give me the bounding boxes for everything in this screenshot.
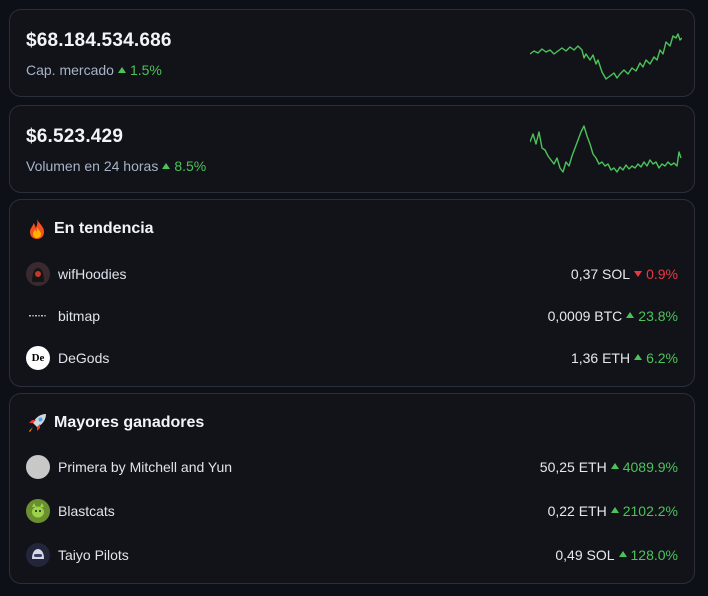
trending-row-degods[interactable]: De DeGods 1,36 ETH 6.2% xyxy=(26,345,678,371)
wifhoodies-avatar xyxy=(26,262,50,286)
gainer-item-change: 4089.9% xyxy=(622,459,678,475)
triangle-down-icon xyxy=(634,270,643,277)
blastcats-avatar xyxy=(26,499,50,523)
trending-item-name: DeGods xyxy=(58,350,110,366)
volume-sparkline xyxy=(530,125,682,173)
volume-subline: Volumen en 24 horas 8.5% xyxy=(26,158,206,174)
fire-icon xyxy=(30,219,44,239)
gainer-row-primera[interactable]: Primera by Mitchell and Yun 50,25 ETH 408… xyxy=(26,454,678,480)
volume-label: Volumen en 24 horas xyxy=(26,158,159,174)
trending-item-change: 23.8% xyxy=(638,308,678,324)
gainer-row-blastcats[interactable]: Blastcats 0,22 ETH 2102.2% xyxy=(26,498,678,524)
triangle-up-icon xyxy=(117,66,126,73)
trending-item-name: wifHoodies xyxy=(58,266,127,282)
volume-change: 8.5% xyxy=(174,158,207,174)
triangle-up-icon xyxy=(634,353,643,360)
taiyo-pilots-avatar xyxy=(26,543,50,567)
market-cap-sparkline xyxy=(530,33,682,80)
market-cap-subline: Cap. mercado 1.5% xyxy=(26,62,162,78)
gainer-item-price: 0,49 SOL xyxy=(555,547,615,563)
market-cap-label: Cap. mercado xyxy=(26,62,114,78)
triangle-up-icon xyxy=(610,506,619,513)
gainer-item-change: 128.0% xyxy=(630,547,678,563)
degods-avatar-text: De xyxy=(31,352,45,364)
trending-card: En tendencia wifHoodies 0,37 SOL 0.9% xyxy=(9,199,695,387)
gainers-title-text: Mayores ganadores xyxy=(54,414,205,431)
gainer-row-taiyo-pilots[interactable]: Taiyo Pilots 0,49 SOL 128.0% xyxy=(26,542,678,568)
triangle-up-icon xyxy=(626,311,635,318)
cat-icon xyxy=(26,499,50,523)
gainers-title: Mayores ganadores xyxy=(26,412,204,434)
volume-value: $6.523.429 xyxy=(26,126,124,147)
pilot-helmet-icon xyxy=(26,543,50,567)
primera-avatar xyxy=(26,455,50,479)
gainer-item-name: Blastcats xyxy=(58,503,115,519)
hooded-figure-icon xyxy=(26,262,50,286)
trending-title-text: En tendencia xyxy=(54,220,154,237)
volume-card: $6.523.429 Volumen en 24 horas 8.5% xyxy=(9,105,695,193)
market-cap-value: $68.184.534.686 xyxy=(26,30,172,51)
trending-row-wifhoodies[interactable]: wifHoodies 0,37 SOL 0.9% xyxy=(26,261,678,287)
bitmap-logo-icon xyxy=(29,315,46,317)
triangle-up-icon xyxy=(610,462,619,469)
rocket-icon xyxy=(29,414,46,432)
trending-item-change: 6.2% xyxy=(646,350,678,366)
trending-item-price: 1,36 ETH xyxy=(570,350,631,366)
market-cap-card: $68.184.534.686 Cap. mercado 1.5% xyxy=(9,9,695,97)
triangle-up-icon xyxy=(162,162,171,169)
market-cap-change: 1.5% xyxy=(129,62,162,78)
trending-row-bitmap[interactable]: bitmap 0,0009 BTC 23.8% xyxy=(26,303,678,329)
degods-avatar: De xyxy=(26,346,50,370)
gainers-card: Mayores ganadores Primera by Mitchell an… xyxy=(9,393,695,584)
trending-item-price: 0,37 SOL xyxy=(570,266,631,282)
gainer-item-price: 50,25 ETH xyxy=(539,459,607,475)
gainer-item-name: Taiyo Pilots xyxy=(58,547,129,563)
gainer-item-change: 2102.2% xyxy=(622,503,678,519)
trending-item-change: 0.9% xyxy=(646,266,678,282)
triangle-up-icon xyxy=(618,550,627,557)
trending-title: En tendencia xyxy=(26,218,154,240)
trending-item-price: 0,0009 BTC xyxy=(547,308,623,324)
bitmap-avatar xyxy=(26,304,50,328)
trending-item-name: bitmap xyxy=(58,308,101,324)
gainer-item-name: Primera by Mitchell and Yun xyxy=(58,459,233,475)
gainer-item-price: 0,22 ETH xyxy=(547,503,607,519)
